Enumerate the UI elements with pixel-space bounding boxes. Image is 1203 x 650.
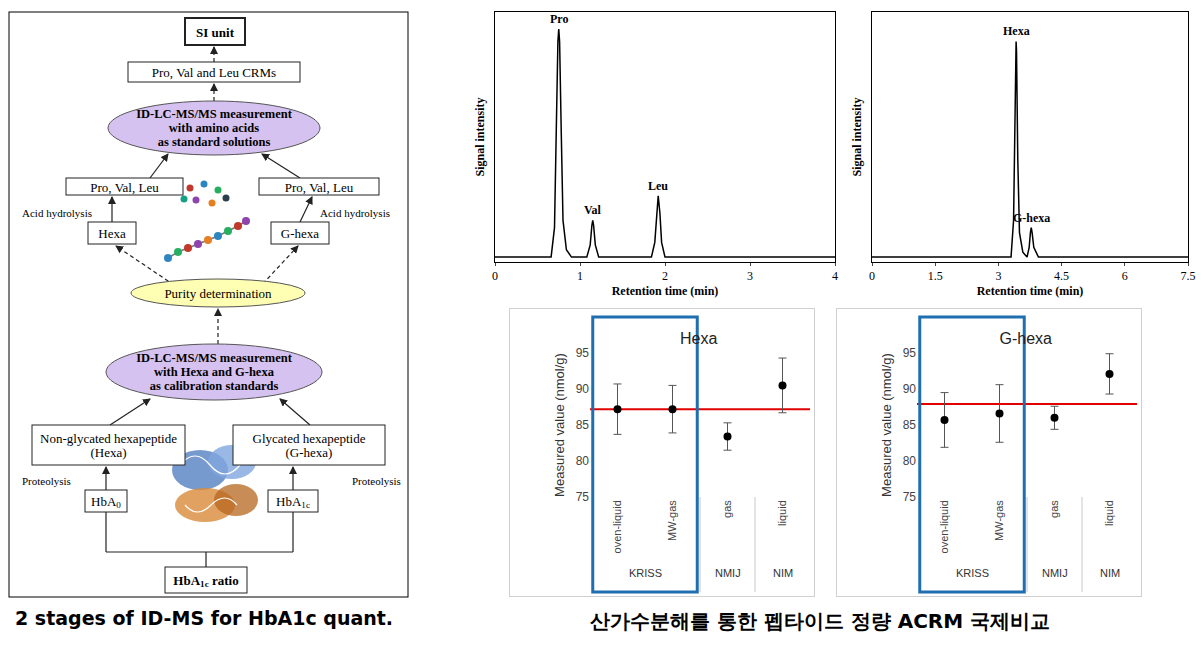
svg-text:NMIJ: NMIJ [715,567,741,579]
svg-text:HbA0: HbA0 [91,494,121,511]
svg-text:85: 85 [903,418,917,432]
svg-text:NIM: NIM [773,567,793,579]
svg-text:gas: gas [721,500,733,518]
svg-text:Measured value (nmol/g): Measured value (nmol/g) [552,353,567,497]
svg-text:ID-LC-MS/MS measurement: ID-LC-MS/MS measurement [136,351,292,365]
svg-text:80: 80 [576,454,590,468]
svg-text:Measured value (nmol/g): Measured value (nmol/g) [879,353,894,497]
svg-text:Hexa: Hexa [680,330,717,347]
svg-text:Signal intensity: Signal intensity [473,97,487,176]
svg-text:Non-glycated hexapeptide: Non-glycated hexapeptide [40,431,177,446]
svg-text:7.5: 7.5 [1181,269,1196,283]
svg-text:Proteolysis: Proteolysis [352,475,401,487]
svg-text:6: 6 [1122,269,1128,283]
svg-text:90: 90 [903,382,917,396]
svg-text:oven-liquid: oven-liquid [938,500,950,553]
svg-text:95: 95 [576,346,590,360]
svg-text:Retention time (min): Retention time (min) [612,284,719,298]
svg-text:0: 0 [492,269,498,283]
svg-text:MW-gas: MW-gas [993,500,1005,541]
svg-text:NIM: NIM [1100,567,1120,579]
svg-text:90: 90 [576,382,590,396]
svg-text:gas: gas [1048,500,1060,518]
svg-text:(G-hexa): (G-hexa) [286,445,333,460]
svg-text:Pro: Pro [550,12,568,26]
svg-text:KRISS: KRISS [629,567,662,579]
svg-text:oven-liquid: oven-liquid [611,500,623,553]
svg-text:95: 95 [903,346,917,360]
svg-text:Hexa: Hexa [98,226,126,241]
svg-text:SI unit: SI unit [196,24,235,39]
svg-text:Signal intensity: Signal intensity [850,97,864,176]
svg-text:3: 3 [747,269,753,283]
svg-text:Pro, Val, Leu: Pro, Val, Leu [285,179,354,194]
svg-text:ID-LC-MS/MS measurement: ID-LC-MS/MS measurement [136,107,292,121]
svg-text:85: 85 [576,418,590,432]
svg-text:HbA1c ratio: HbA1c ratio [173,573,238,590]
svg-text:with Hexa and G-hexa: with Hexa and G-hexa [154,365,275,379]
svg-text:Purity determination: Purity determination [164,286,272,301]
svg-text:75: 75 [576,490,590,504]
svg-text:as calibration standards: as calibration standards [150,379,279,393]
svg-text:Acid hydrolysis: Acid hydrolysis [320,207,390,219]
svg-text:1.5: 1.5 [928,269,943,283]
svg-text:KRISS: KRISS [956,567,989,579]
svg-text:0: 0 [869,269,875,283]
svg-text:Hexa: Hexa [1003,24,1030,38]
svg-text:NMIJ: NMIJ [1042,567,1068,579]
svg-text:Leu: Leu [648,179,668,193]
svg-text:75: 75 [903,490,917,504]
svg-text:4.5: 4.5 [1054,269,1069,283]
svg-text:MW-gas: MW-gas [666,500,678,541]
svg-text:G-hexa: G-hexa [281,226,319,241]
svg-text:Pro, Val, Leu: Pro, Val, Leu [90,179,159,194]
svg-text:Glycated hexapeptide: Glycated hexapeptide [253,431,366,446]
html-text:2 stages of ID-MS for HbA1c qu: 2 stages of ID-MS for HbA1c quant. [15,607,394,629]
svg-text:liquid: liquid [1103,500,1115,526]
svg-text:2: 2 [662,269,668,283]
svg-text:as standard solutions: as standard solutions [158,135,271,149]
svg-text:1: 1 [577,269,583,283]
svg-text:HbA1c: HbA1c [276,494,310,511]
svg-text:Pro, Val and Leu CRMs: Pro, Val and Leu CRMs [152,65,276,80]
svg-text:liquid: liquid [776,500,788,526]
svg-text:80: 80 [903,454,917,468]
svg-text:3: 3 [995,269,1001,283]
svg-text:(Hexa): (Hexa) [90,445,126,460]
html-text:산가수분해를 통한 펩타이드 정량 ACRM 국제비교: 산가수분해를 통한 펩타이드 정량 ACRM 국제비교 [589,609,1051,633]
svg-text:Acid hydrolysis: Acid hydrolysis [22,207,92,219]
svg-text:with amino acids: with amino acids [169,121,259,135]
svg-text:Val: Val [584,203,602,217]
svg-text:Retention time (min): Retention time (min) [977,284,1084,298]
svg-text:4: 4 [832,269,838,283]
svg-text:G-hexa: G-hexa [1013,211,1050,225]
svg-text:G-hexa: G-hexa [999,330,1052,347]
svg-text:Proteolysis: Proteolysis [22,475,71,487]
